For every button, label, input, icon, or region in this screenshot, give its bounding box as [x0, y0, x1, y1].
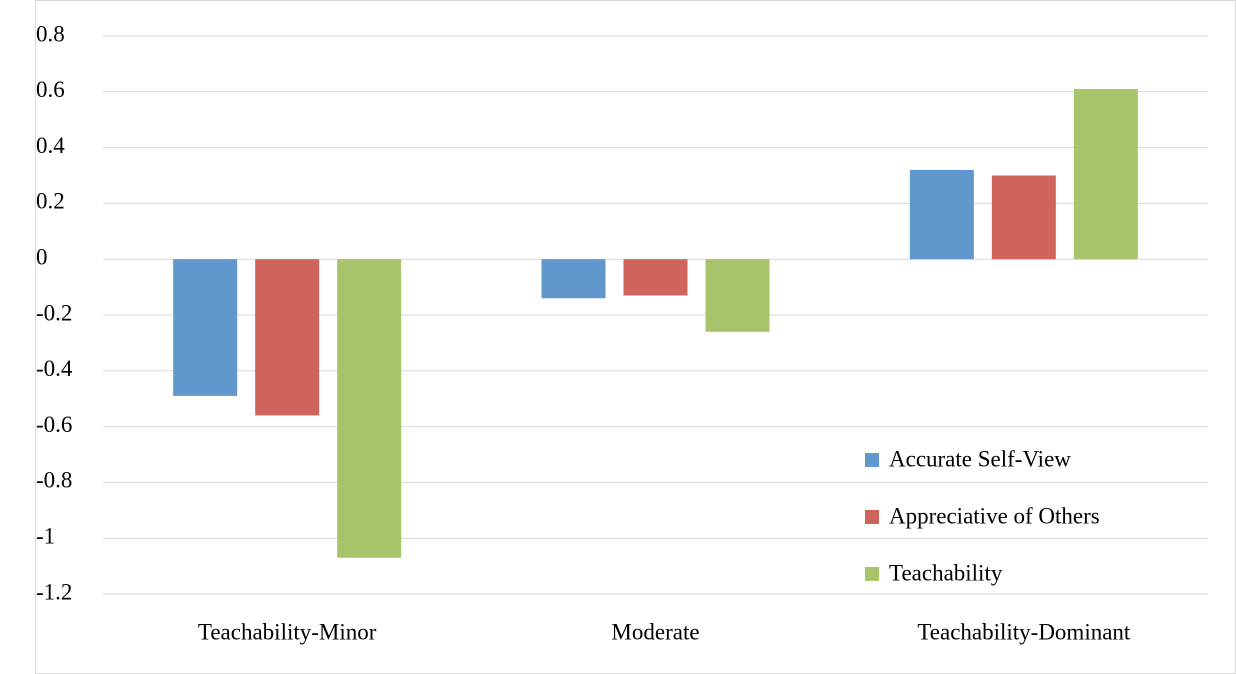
y-tick-label: -0.6: [36, 412, 72, 437]
legend-swatch: [865, 567, 879, 581]
y-tick-label: 0: [36, 244, 48, 269]
x-tick-label: Teachability-Dominant: [917, 619, 1131, 644]
x-tick-label: Moderate: [611, 619, 699, 644]
y-tick-label: -1.2: [36, 579, 72, 604]
legend-swatch: [865, 453, 879, 467]
y-tick-label: 0.4: [36, 133, 65, 158]
legend-label: Appreciative of Others: [889, 503, 1100, 528]
bar: [337, 259, 402, 558]
bar: [1073, 89, 1138, 260]
y-tick-label: 0.6: [36, 77, 65, 102]
y-tick-label: -0.2: [36, 300, 72, 325]
bar: [173, 259, 238, 396]
y-tick-label: 0.8: [36, 21, 65, 46]
bar: [909, 169, 974, 260]
bar: [623, 259, 688, 296]
bar: [705, 259, 770, 332]
legend-swatch: [865, 510, 879, 524]
bar: [255, 259, 320, 416]
y-tick-label: -0.4: [36, 356, 73, 381]
y-tick-label: 0.2: [36, 189, 65, 214]
y-tick-label: -1: [36, 523, 55, 548]
bar: [541, 259, 606, 299]
legend-label: Accurate Self-View: [889, 446, 1071, 471]
bar: [991, 175, 1056, 260]
legend-label: Teachability: [889, 560, 1003, 585]
y-tick-label: -0.8: [36, 468, 72, 493]
x-tick-label: Teachability-Minor: [198, 619, 377, 644]
